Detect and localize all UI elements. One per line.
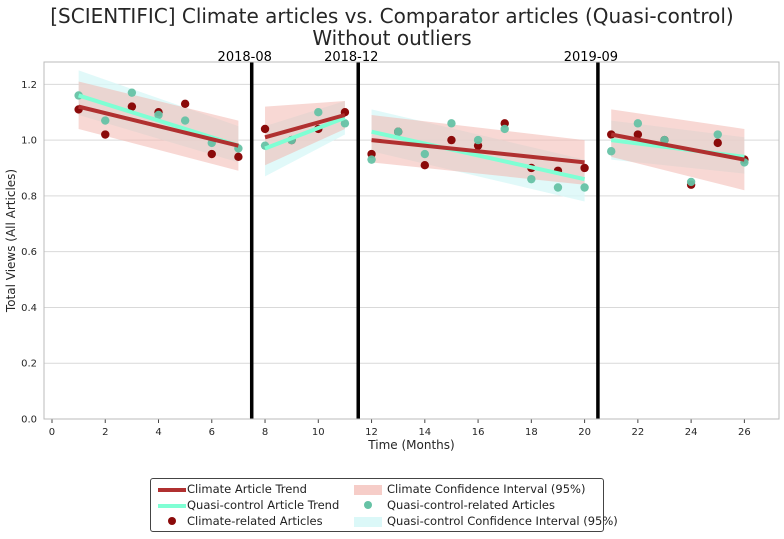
control-point [340,119,350,128]
y-tick-label: 0.0 [21,415,37,426]
climate-point [420,160,430,170]
x-tick-label: 12 [365,427,378,438]
control-point [314,108,323,117]
y-tick-label: 1.2 [21,80,37,91]
x-tick-label: 8 [262,427,268,438]
x-tick-label: 4 [155,427,161,438]
climate-point [580,163,589,173]
control-point [633,119,643,128]
control-point [447,119,456,128]
legend: Climate Article Trend Quasi-control Arti… [150,478,618,532]
axes: 0.00.20.40.60.81.01.20 2 4 6 8 10 12 14 16 18 20 22… [4,61,780,452]
climate-trend-line [78,104,239,148]
breakpoint-label: 2019-09 [564,50,618,65]
climate-point [447,135,456,145]
control-point [527,174,536,184]
control-point [473,135,483,145]
climate-point [101,130,110,139]
control-ci-swatch [354,517,382,527]
legend-control-trend: Quasi-control Article Trend [187,498,340,512]
x-tick-label: 10 [312,427,325,438]
y-tick-label: 0.8 [21,191,37,202]
x-tick-label: 22 [631,427,644,438]
climate-trend-line [610,132,745,162]
x-tick-label: 14 [418,427,431,438]
control-point [607,147,616,156]
climate-point [260,124,270,134]
control-point [580,183,589,192]
climate-trend-line [264,113,346,140]
y-tick-label: 0.4 [21,303,37,314]
chart-subtitle: Without outliers [312,26,472,50]
control-point [500,124,509,134]
climate-point [234,152,243,162]
y-tick-label: 0.6 [21,247,37,258]
chart-title: [SCIENTIFIC] Climate articles vs. Compar… [50,4,734,28]
climate-point [127,102,137,111]
control-point [154,110,163,120]
control-points-swatch [364,501,372,509]
control-point [686,177,696,187]
legend-control-ci: Quasi-control Confidence Interval (95%) [387,514,618,528]
legend-control-points: Quasi-control-related Articles [387,498,555,512]
climate-trend-line [371,138,585,165]
y-axis-label: Total Views (All Articles) [4,169,18,313]
x-tick-label: 0 [49,427,55,438]
x-tick-label: 2 [102,427,108,438]
climate-points-swatch [168,517,176,525]
x-tick-label: 26 [738,427,751,438]
control-point [367,155,376,164]
climate-point [713,138,722,148]
y-tick-label: 1.0 [21,136,37,147]
control-trend-line [371,129,586,182]
y-tick-label: 0.2 [21,359,37,370]
legend-climate-points: Climate-related Articles [187,514,323,528]
climate-trend-swatch [158,488,186,492]
x-tick-label: 16 [472,427,485,438]
control-trend-line [264,115,346,151]
breakpoint-label: 2018-12 [324,50,378,65]
trend-lines [78,93,745,182]
control-point [180,116,190,125]
control-point [101,116,110,125]
confidence-bands [78,70,745,202]
climate-ci-swatch [354,485,382,495]
plot-frame [43,61,780,420]
control-point [393,127,403,136]
x-tick-label: 24 [685,427,698,438]
x-tick-label: 20 [578,427,591,438]
control-point [553,183,563,192]
breakpoint-label: 2018-08 [218,50,272,65]
x-tick-label: 6 [209,427,215,438]
x-axis-label: Time (Months) [367,438,454,452]
climate-point [633,130,643,139]
legend-climate-ci: Climate Confidence Interval (95%) [387,482,586,496]
chart-canvas: 2018-08 2018-12 2019-09 0.0 0.2 0.4 0.6 0.8 1.0… [4,50,780,452]
control-trend-swatch [158,504,186,508]
legend-climate-trend: Climate Article Trend [187,482,307,496]
control-point [127,88,137,97]
climate-point [207,149,216,159]
control-point [713,130,722,139]
control-point [420,149,430,159]
climate-point [180,99,190,109]
breakpoint-lines: 2018-08 2018-12 2019-09 [218,50,618,419]
x-tick-label: 18 [525,427,538,438]
data-points [74,88,749,192]
